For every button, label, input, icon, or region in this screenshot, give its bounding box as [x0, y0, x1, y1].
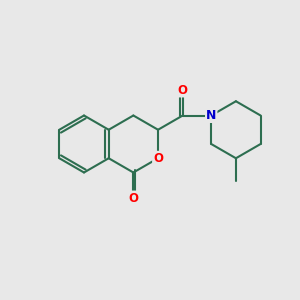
Text: O: O — [178, 83, 188, 97]
Text: O: O — [153, 152, 163, 165]
Text: O: O — [128, 191, 138, 205]
Text: N: N — [206, 109, 216, 122]
